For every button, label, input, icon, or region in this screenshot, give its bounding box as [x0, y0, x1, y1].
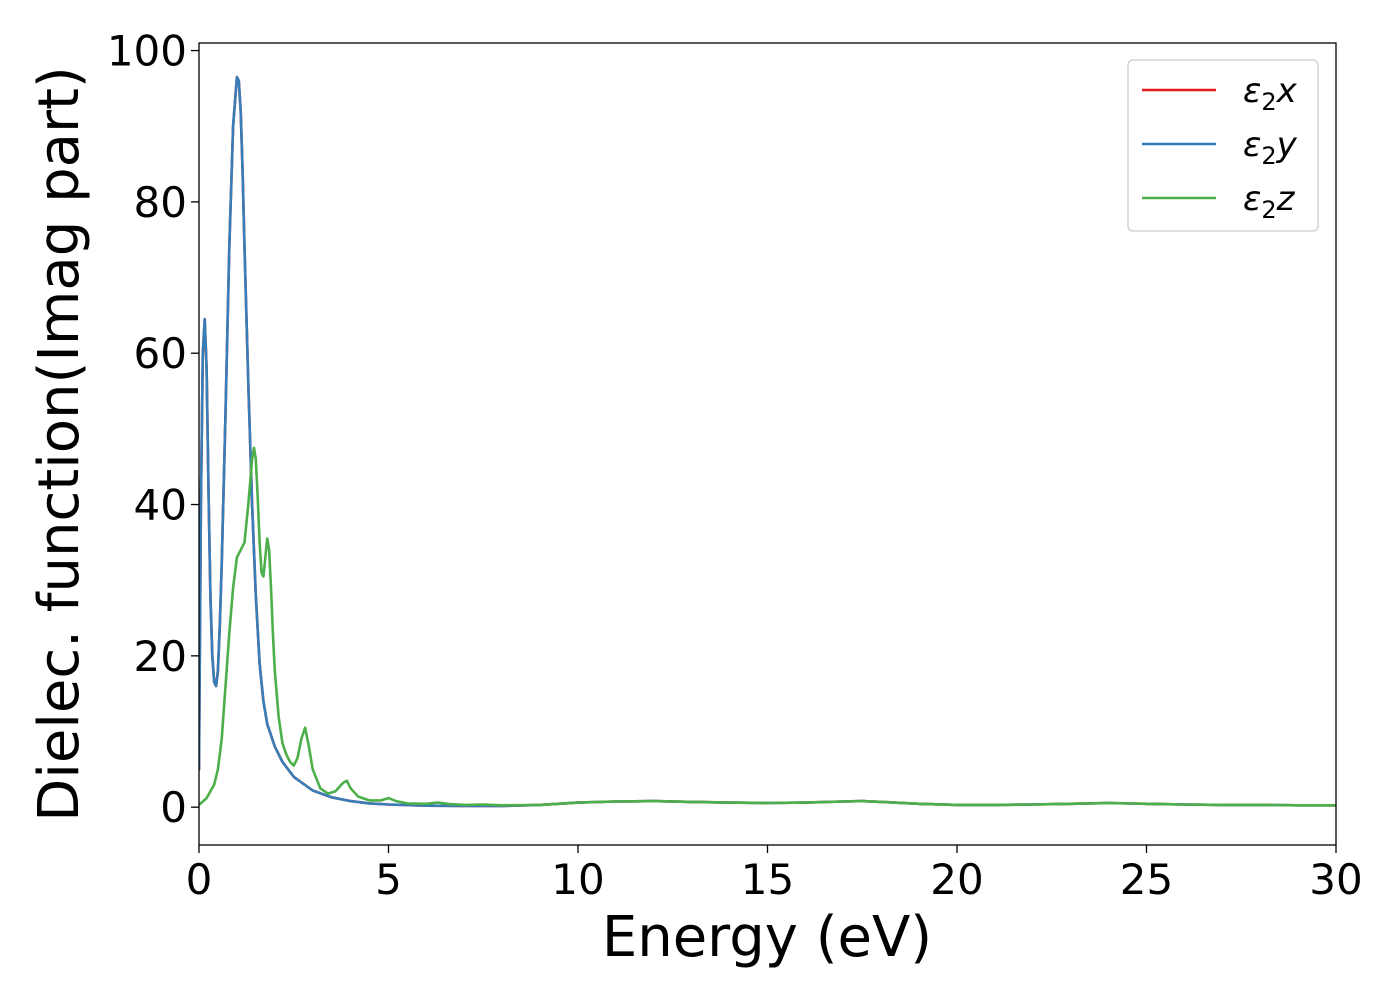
series-line-3	[199, 446, 1336, 807]
legend-label: ε2z	[1243, 179, 1296, 224]
x-axis-label: Energy (eV)	[602, 905, 932, 970]
x-axis: 0 5 10 15 20 25 30	[186, 845, 1363, 904]
series-layer	[199, 75, 1336, 808]
legend-frame	[1127, 59, 1319, 232]
x-tick-label: 0	[186, 855, 213, 904]
y-tick-label: 0	[160, 783, 187, 832]
y-tick-label: 40	[134, 481, 187, 530]
legend: ε2x ε2y ε2z	[1127, 59, 1319, 232]
x-tick-label: 20	[930, 855, 983, 904]
x-tick-label: 25	[1120, 855, 1173, 904]
x-tick-label: 30	[1309, 855, 1362, 904]
legend-label: ε2y	[1243, 125, 1298, 170]
legend-label: ε2x	[1243, 71, 1298, 116]
x-tick-label: 15	[741, 855, 794, 904]
x-tick-label: 10	[551, 855, 604, 904]
y-tick-label: 80	[134, 178, 187, 227]
x-tick-label: 5	[375, 855, 402, 904]
y-axis-label: Dielec. function(Imag part)	[27, 66, 92, 822]
y-tick-label: 20	[134, 632, 187, 681]
y-tick-label: 60	[134, 329, 187, 378]
y-tick-label: 100	[107, 27, 187, 76]
y-axis: 0 20 40 60 80 100	[107, 27, 199, 832]
